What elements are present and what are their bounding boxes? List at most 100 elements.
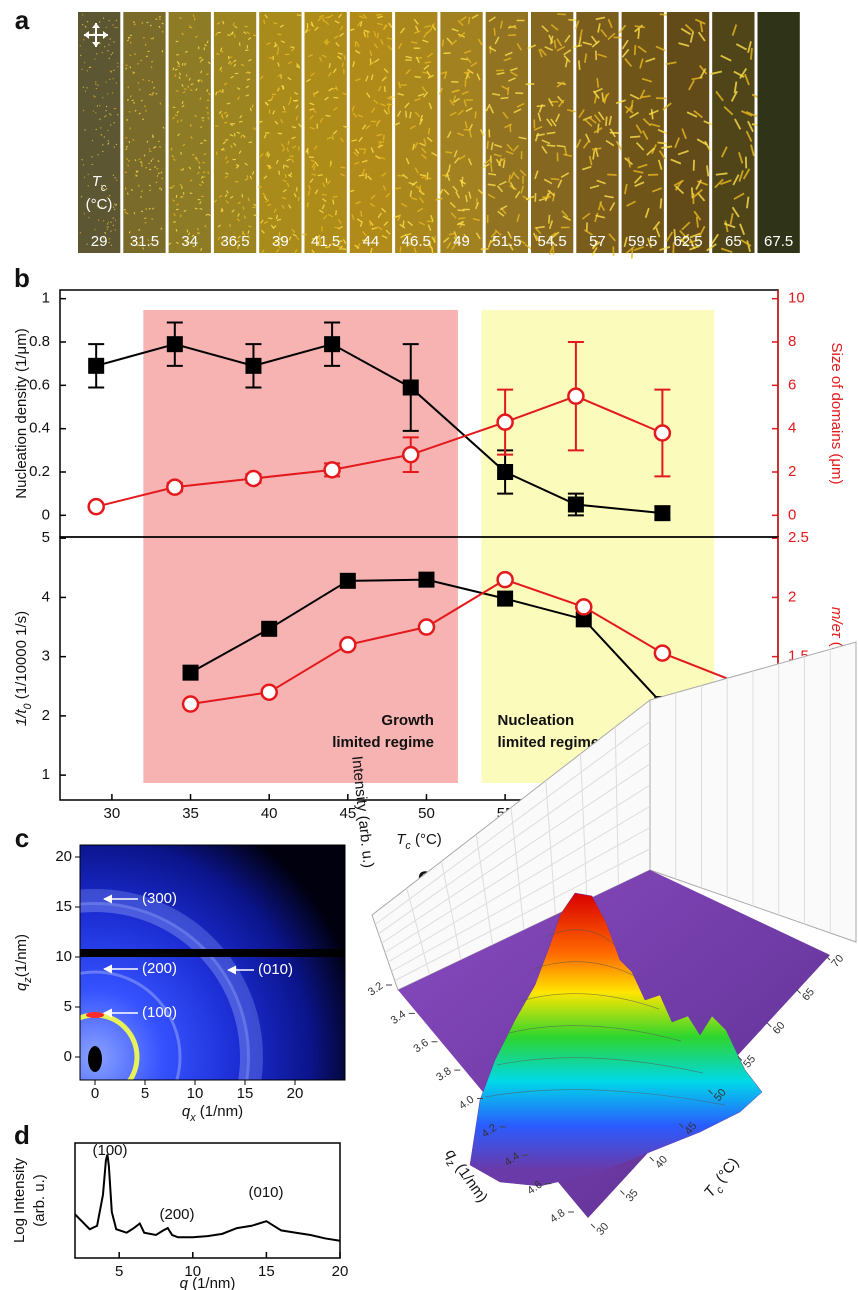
crystallite [225, 200, 229, 204]
crystallite [453, 97, 461, 104]
crystallite [463, 99, 467, 107]
crystallite [89, 66, 92, 68]
crystallite [220, 208, 223, 213]
crystallite [260, 229, 265, 234]
crystallite [157, 172, 160, 175]
crystallite [194, 207, 198, 210]
crystallite [125, 158, 129, 160]
crystallite [146, 140, 149, 143]
crystallite [170, 147, 173, 151]
x-tick [590, 1223, 596, 1229]
crystallite [151, 94, 154, 96]
crystallite [317, 174, 323, 177]
crystallite [596, 78, 600, 88]
crystallite [446, 131, 452, 139]
crystallite [714, 178, 724, 189]
crystallite [410, 237, 413, 245]
crystallite [373, 43, 379, 49]
peak-annotation: (200) [159, 1206, 194, 1223]
crystallite [246, 175, 249, 179]
crystallite [247, 197, 250, 202]
crystallite [400, 27, 406, 34]
crystallite [152, 146, 156, 149]
crystallite [159, 102, 162, 105]
crystallite [414, 167, 419, 174]
crystallite [179, 214, 182, 218]
crystallite [292, 233, 297, 237]
label-part: (1/10000 1/s) [13, 611, 30, 704]
crystallite [637, 163, 648, 169]
data-point [567, 496, 584, 513]
crystallite [563, 153, 573, 158]
label-part: (1/nm) [196, 1103, 244, 1120]
crystallite [174, 74, 177, 78]
crystallite [744, 73, 750, 86]
crystallite [278, 244, 281, 249]
series-line [95, 395, 663, 508]
crystallite [337, 219, 342, 224]
crystallite [311, 249, 316, 255]
crystallite [297, 196, 300, 202]
icon-head [92, 42, 100, 47]
crystallite [220, 240, 225, 244]
data-point [339, 572, 356, 589]
crystallite [309, 178, 314, 184]
crystallite [414, 111, 421, 118]
crystallite [451, 28, 459, 32]
crystallite [421, 153, 427, 160]
crystallite [270, 224, 275, 229]
crystallite [374, 58, 380, 63]
crystallite [281, 196, 287, 200]
crystallite [342, 238, 347, 244]
crystallite [321, 204, 325, 210]
crystallite [110, 244, 113, 246]
crystallite [143, 105, 147, 108]
crystallite [538, 48, 543, 58]
crystallite [102, 96, 104, 99]
crystallite [245, 70, 249, 74]
crystallite [144, 43, 147, 46]
crystallite [308, 53, 314, 58]
crystallite [226, 102, 231, 105]
crystallite [328, 71, 332, 77]
crystallite [674, 180, 683, 191]
contour-line [520, 993, 660, 1010]
crystallite [627, 157, 632, 168]
crystallite [428, 242, 433, 249]
crystallite [490, 142, 494, 151]
crystallite [133, 240, 136, 242]
crystallite [657, 141, 668, 145]
crystallite [519, 169, 527, 177]
crystallite [348, 28, 355, 32]
x-tick-label: 35 [182, 805, 199, 822]
image-frame [79, 844, 346, 1081]
crystallite [206, 89, 209, 93]
crystallite [331, 134, 334, 140]
data-point [575, 611, 592, 628]
crystallite [318, 238, 323, 244]
crystallite [274, 42, 277, 47]
crystallite [582, 41, 593, 46]
crystallite [139, 241, 142, 244]
crystallite [227, 60, 232, 65]
crystallite [147, 239, 150, 242]
wall-grid [580, 753, 588, 901]
crystallite [317, 17, 322, 22]
crystallite [328, 62, 331, 68]
crystallite [441, 39, 445, 47]
detector-gap [80, 949, 345, 957]
crystallite [278, 170, 281, 175]
crystallite [488, 46, 497, 52]
crystallite [288, 236, 292, 241]
crystallite [742, 168, 751, 180]
regime-label: Nucleation [498, 712, 575, 729]
crystallite [658, 150, 666, 160]
crystallite [572, 44, 583, 49]
crystallite [112, 77, 114, 80]
data-point [417, 618, 436, 636]
x-tick-label: 20 [332, 1263, 349, 1280]
crystallite [178, 76, 181, 80]
crystallite [601, 92, 605, 103]
crystallite [443, 188, 450, 196]
label-part: x [189, 1112, 196, 1124]
